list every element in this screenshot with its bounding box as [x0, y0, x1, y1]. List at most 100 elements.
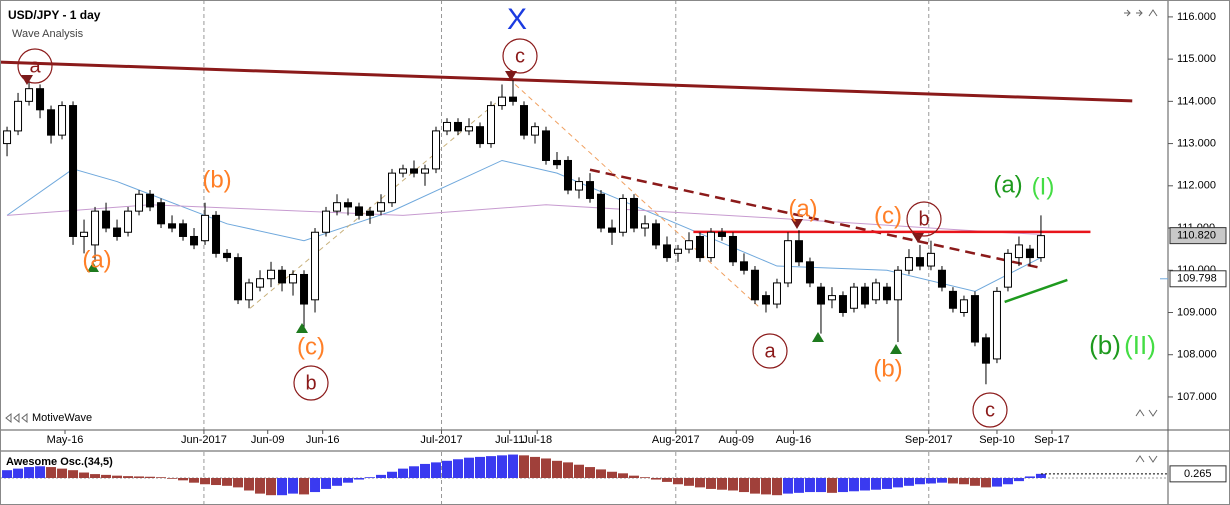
oscillator-bar	[343, 478, 354, 483]
candle-body	[1025, 248, 1034, 259]
candle-body	[399, 168, 408, 174]
wave-label: (a)	[82, 246, 111, 273]
oscillator-bar	[947, 478, 958, 484]
wave-label: b	[305, 372, 316, 394]
oscillator-bar	[903, 478, 914, 486]
wave-label: X	[507, 3, 527, 36]
candle-body	[915, 257, 924, 267]
wave-circle	[906, 201, 942, 237]
candle-body	[465, 126, 474, 132]
candle-body	[673, 248, 682, 254]
oscillator-bar	[749, 478, 760, 494]
oscillator-bar	[1013, 478, 1024, 482]
x-tick-label: Sep-2017	[905, 434, 953, 446]
wave-label: (I)	[1032, 173, 1055, 200]
price-box-label: 110.820	[1177, 230, 1216, 242]
y-tick-label: 116.000	[1177, 11, 1216, 23]
wave-circle	[17, 48, 53, 84]
candle-body	[618, 197, 627, 233]
y-tick-label: 115.000	[1177, 53, 1216, 65]
oscillator-bar	[200, 478, 211, 485]
oscillator-bar	[958, 478, 969, 485]
candle-body	[135, 193, 144, 212]
candle-body	[3, 130, 12, 145]
wave-label: (a)	[788, 195, 817, 222]
pivot-marker	[21, 75, 33, 85]
oscillator-bar	[573, 464, 584, 478]
candle-body	[476, 126, 485, 145]
oscillator-bar	[90, 474, 101, 478]
candle-body	[541, 130, 550, 161]
candle-body	[629, 197, 638, 229]
oscillator-bar	[145, 476, 156, 478]
oscillator-last-label: 0.265	[1184, 468, 1212, 480]
candle-body	[179, 223, 188, 237]
oscillator-bar	[914, 478, 925, 485]
oscillator-bar	[925, 478, 936, 484]
oscillator-bar	[793, 478, 804, 493]
candle-body	[212, 214, 221, 254]
oscillator-bar	[727, 478, 738, 491]
candle-body	[190, 235, 199, 246]
wave-label: (b)	[873, 355, 902, 382]
oscillator-bar	[189, 478, 200, 483]
candle-body	[728, 235, 737, 263]
pivot-marker	[296, 323, 308, 333]
candle-body	[871, 282, 880, 301]
candle-body	[124, 210, 133, 233]
pivot-marker	[505, 71, 517, 81]
candle-body	[146, 193, 155, 208]
wave-label: a	[29, 55, 41, 77]
brand-icon	[5, 412, 28, 424]
pivot-marker	[812, 332, 824, 342]
trend-line	[0, 60, 1133, 103]
wave-label: (c)	[874, 202, 902, 229]
candle-body	[838, 295, 847, 313]
candle-body	[959, 299, 968, 313]
candle-body	[783, 240, 792, 284]
candle-body	[58, 105, 67, 136]
oscillator-bar	[1024, 476, 1035, 478]
wave-label: (b)	[1089, 330, 1121, 360]
oscillator-bar	[244, 478, 255, 491]
oscillator-bar	[782, 478, 793, 494]
candle-body	[113, 227, 122, 237]
oscillator-bar	[508, 454, 519, 478]
wave-circle	[293, 365, 329, 401]
x-tick-label: Sep-17	[1034, 434, 1069, 446]
nav-icons[interactable]	[1124, 9, 1158, 463]
candle-body	[1014, 244, 1023, 259]
oscillator-bar	[354, 478, 365, 480]
x-tick-label: Aug-16	[776, 434, 811, 446]
candle-body	[772, 282, 781, 305]
oscillator-bar	[870, 478, 881, 490]
candle-body	[498, 96, 507, 107]
candle-body	[509, 96, 518, 102]
wave-circle	[502, 38, 538, 74]
pivot-marker	[87, 262, 99, 272]
oscillator-bar	[486, 456, 497, 478]
oscillator-bar	[35, 466, 46, 478]
oscillator-bar	[2, 470, 13, 478]
candle-body	[432, 130, 441, 170]
oscillator-bar	[584, 467, 595, 478]
oscillator-bar	[442, 460, 453, 478]
candle-body	[860, 286, 869, 305]
candle-body	[552, 159, 561, 166]
candle-body	[706, 231, 715, 259]
candle-body	[849, 286, 858, 309]
candle-body	[344, 202, 353, 208]
oscillator-bar	[387, 471, 398, 478]
oscillator-bar	[848, 478, 859, 492]
oscillator-bar	[826, 478, 837, 493]
candle-body	[36, 88, 45, 111]
oscillator-bar	[123, 476, 134, 478]
oscillator-bar	[562, 462, 573, 478]
oscillator-bar	[1002, 478, 1013, 485]
price-box	[1169, 270, 1227, 288]
wave-label: (c)	[297, 333, 325, 360]
x-tick-label: Jun-16	[306, 434, 340, 446]
candle-body	[355, 206, 364, 216]
